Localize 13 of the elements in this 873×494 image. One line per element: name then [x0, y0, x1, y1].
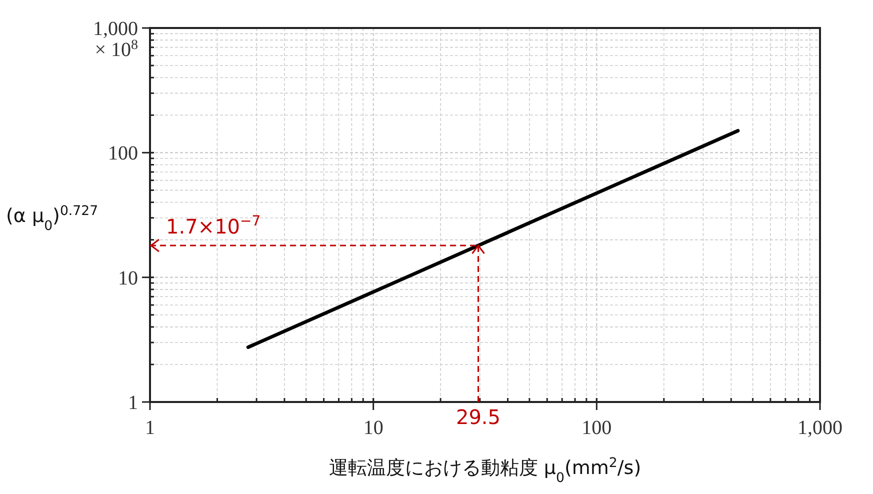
y-tick-label: 100: [108, 142, 138, 165]
y-tick-label: 10: [118, 267, 138, 290]
y-axis-title: (α μ$_{0}$)$^{0.727}$: [6, 204, 98, 234]
x-tick-label: 10: [363, 417, 384, 439]
y-tick-label: 1: [128, 392, 138, 414]
text: × 10$^{8}$: [94, 38, 138, 61]
x-axis-title: 運転温度における動粘度 μ$_{0}$(mm$^{2}$/s): [328, 456, 642, 486]
x-tick-label: 100: [582, 417, 612, 439]
x-tick-label: 1: [145, 417, 155, 439]
ref-line-label: 1.7×10$^{−7}$: [166, 214, 261, 239]
y-tick-label: 1,000: [93, 18, 138, 40]
x-tick-label: 1,000: [798, 417, 842, 439]
ref-line-label: 29.5: [456, 405, 501, 429]
